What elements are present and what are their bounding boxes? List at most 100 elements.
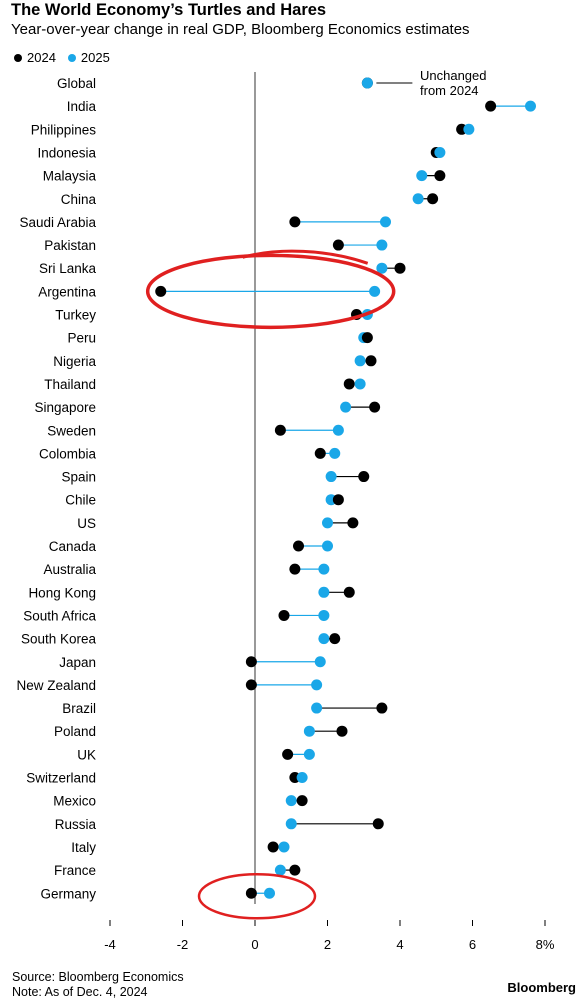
bloomberg-logo: Bloomberg [507, 980, 576, 995]
point-2025 [434, 146, 446, 158]
country-label: Indonesia [37, 145, 96, 160]
point-2024 [369, 401, 381, 413]
point-2025 [412, 193, 424, 205]
country-label: Australia [43, 562, 96, 577]
point-2024 [343, 586, 355, 598]
country-label: Pakistan [44, 238, 96, 253]
date-note: Note: As of Dec. 4, 2024 [12, 985, 148, 999]
country-label: Peru [67, 331, 96, 346]
point-2024 [289, 864, 301, 876]
point-2024 [245, 887, 257, 899]
country-label: Switzerland [26, 771, 96, 786]
country-label: Saudi Arabia [19, 215, 96, 230]
point-2025 [314, 656, 326, 668]
point-2024 [278, 609, 290, 621]
country-label: South Korea [21, 632, 97, 647]
source-note: Source: Bloomberg Economics [12, 970, 184, 984]
country-label: Chile [65, 493, 96, 508]
point-2024 [245, 679, 257, 691]
country-label: Global [57, 76, 96, 91]
point-2025 [361, 77, 373, 89]
legend: 2024 2025 [14, 51, 122, 65]
chart-subtitle: Year-over-year change in real GDP, Bloom… [11, 21, 470, 38]
country-label: Italy [71, 840, 96, 855]
point-2024 [358, 471, 370, 483]
legend-dot-2025-icon [67, 54, 76, 62]
point-2025 [318, 633, 330, 645]
legend-label-2024: 2024 [27, 50, 56, 65]
point-2025 [311, 679, 323, 691]
country-label: South Africa [23, 608, 96, 623]
point-2025 [311, 702, 323, 714]
x-tick-label: 4 [396, 937, 403, 952]
point-2024 [267, 841, 279, 853]
point-2024 [282, 748, 294, 760]
point-2025 [303, 748, 315, 760]
point-2025 [318, 586, 330, 598]
legend-label-2025: 2025 [80, 50, 110, 65]
point-2025 [332, 424, 344, 436]
country-label: France [54, 863, 96, 878]
legend-item-2024: 2024 [14, 51, 56, 65]
country-label: Colombia [39, 446, 97, 461]
point-2024 [293, 540, 304, 552]
point-2025 [376, 262, 388, 274]
point-2024 [394, 262, 406, 274]
point-2025 [303, 725, 315, 737]
legend-dot-2024-icon [14, 54, 22, 62]
point-2024 [336, 725, 348, 737]
country-label: India [67, 99, 97, 114]
point-2025 [278, 841, 290, 853]
point-2024 [289, 216, 301, 228]
point-2025 [376, 239, 388, 251]
highlight-circle-germany [197, 873, 317, 920]
point-2024 [343, 378, 355, 390]
point-2025 [322, 517, 333, 529]
country-label: UK [77, 747, 96, 762]
country-label: Mexico [53, 794, 96, 809]
point-2025 [380, 216, 391, 228]
point-2025 [463, 123, 475, 135]
annotation-text: Unchanged from 2024 [420, 68, 487, 98]
point-2024 [376, 702, 388, 714]
country-label: Germany [40, 886, 96, 901]
x-tick-label: 8% [536, 937, 555, 952]
point-2025 [285, 818, 297, 830]
country-label: Turkey [55, 308, 96, 323]
point-2024 [332, 494, 344, 506]
point-2024 [329, 633, 341, 645]
chart-title: The World Economy’s Turtles and Hares [11, 1, 327, 19]
country-label: Nigeria [53, 354, 96, 369]
point-2024 [361, 332, 373, 344]
country-label: Brazil [62, 701, 96, 716]
point-2025 [318, 609, 330, 621]
point-2024 [347, 517, 359, 529]
point-2024 [365, 355, 377, 367]
point-2025 [369, 285, 381, 297]
x-tick-label: 2 [324, 937, 331, 952]
point-2025 [525, 100, 536, 112]
country-label: Japan [59, 655, 96, 670]
country-label: Sweden [47, 423, 96, 438]
point-2025 [329, 447, 341, 459]
country-label: Thailand [44, 377, 96, 392]
country-label: Spain [61, 470, 96, 485]
point-2024 [245, 656, 257, 668]
country-label: Sri Lanka [39, 261, 97, 276]
point-2025 [416, 170, 428, 182]
point-2024 [332, 239, 344, 251]
country-label: Hong Kong [28, 585, 96, 600]
x-tick-label: -2 [177, 937, 189, 952]
legend-item-2025: 2025 [67, 50, 110, 65]
point-2024 [289, 563, 301, 575]
point-2024 [155, 285, 167, 297]
point-2025 [354, 378, 366, 390]
point-2024 [274, 424, 286, 436]
point-2024 [427, 193, 439, 205]
x-tick-label: -4 [104, 937, 116, 952]
point-2025 [354, 355, 366, 367]
x-tick-label: 6 [469, 937, 476, 952]
point-2024 [434, 170, 446, 182]
point-2025 [274, 864, 286, 876]
